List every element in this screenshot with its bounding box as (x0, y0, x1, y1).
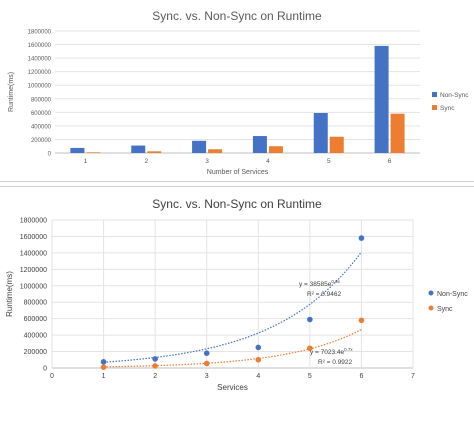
y-tick-label: 1000000 (28, 84, 52, 90)
point-sync (203, 360, 210, 367)
y-tick-label: 800000 (24, 300, 47, 307)
trendline-equation-base: y = 38585e (299, 281, 332, 288)
x-tick-label: 3 (205, 373, 209, 380)
bar-non-sync (313, 113, 328, 153)
x-tick-label: 1 (102, 373, 106, 380)
trendline-r-squared: R² = 0.9922 (318, 359, 353, 366)
y-tick-label: 1400000 (20, 250, 47, 257)
x-tick-label: 4 (256, 373, 260, 380)
y-tick-label: 1800000 (20, 218, 47, 225)
y-tick-label: 1000000 (20, 283, 47, 290)
y-tick-label: 1200000 (20, 267, 47, 274)
chart-title: Sync. vs. Non-Sync on Runtime (152, 9, 322, 23)
point-non-sync (255, 344, 262, 351)
y-tick-label: 1200000 (28, 70, 52, 76)
bar-sync (86, 152, 101, 153)
x-tick-label: 5 (308, 373, 312, 380)
x-tick-label: 2 (153, 373, 157, 380)
y-tick-label: 0 (48, 152, 52, 158)
x-tick-label: 7 (411, 373, 415, 380)
y-tick-label: 400000 (31, 124, 52, 130)
scatter-chart-panel: Sync. vs. Non-Sync on Runtime 1800000 1600… (0, 186, 474, 416)
bar-non-sync (374, 45, 389, 153)
point-non-sync (307, 316, 313, 323)
legend-label: Non-Sync (440, 92, 469, 99)
chart-title: Sync. vs. Non-Sync on Runtime (152, 197, 322, 211)
point-non-sync (152, 356, 158, 362)
bar-sync (329, 136, 344, 153)
bar-sync (268, 146, 283, 153)
point-sync (152, 363, 158, 369)
trendline-sync (103, 328, 362, 368)
bar-non-sync (192, 140, 207, 153)
point-non-sync (358, 235, 365, 241)
y-tick-label: 200000 (31, 138, 52, 144)
x-tick-label: 6 (388, 158, 392, 165)
y-tick-label: 1800000 (28, 30, 52, 36)
legend-swatch (432, 105, 437, 110)
point-non-sync (100, 359, 107, 365)
legend-label: Non-Sync (437, 291, 468, 298)
trendline-equation-exponent: 0.6x (331, 279, 340, 284)
y-tick-label: 1600000 (28, 43, 52, 49)
bar-sync (147, 151, 162, 153)
legend-label: Sync (440, 105, 455, 112)
x-tick-label: 0 (50, 373, 54, 380)
trendline-equation: y = 38585e0.6x (299, 279, 341, 288)
point-non-sync (203, 350, 210, 356)
x-tick-label: 4 (266, 158, 270, 165)
trendline-equation-base: y = 7023.4e (310, 349, 345, 356)
legend-marker (428, 305, 434, 311)
point-sync (358, 317, 365, 324)
bar-non-sync (70, 147, 85, 153)
bar-chart: Sync. vs. Non-Sync on Runtime18000001600… (8, 9, 469, 176)
bar-chart-panel: Sync. vs. Non-Sync on Runtime 1800000 1600… (0, 0, 474, 182)
y-tick-label: 0 (43, 366, 47, 373)
trendline-r-squared: R² = 0.9462 (307, 291, 342, 298)
x-tick-label: 3 (205, 158, 209, 165)
x-tick-label: 5 (327, 158, 331, 165)
point-sync (307, 345, 313, 352)
bar-non-sync (131, 145, 146, 153)
trendline-non-sync (103, 251, 362, 363)
x-tick-label: 2 (144, 158, 148, 165)
x-tick-label: 1 (84, 158, 88, 165)
point-sync (100, 364, 107, 370)
bar-non-sync (252, 136, 267, 153)
y-tick-label: 200000 (24, 349, 47, 356)
x-axis-label: Number of Services (207, 169, 269, 176)
y-axis-label: Runtime(ms) (5, 271, 14, 317)
y-tick-label: 400000 (24, 333, 47, 340)
y-tick-label: 600000 (31, 111, 52, 117)
legend-swatch (432, 92, 437, 97)
y-tick-label: 600000 (24, 316, 47, 323)
trendline-equation: y = 7023.4e0.7x (310, 347, 353, 356)
scatter-chart: Sync. vs. Non-Sync on Runtime18000001600… (5, 197, 468, 392)
bar-sync (390, 113, 405, 153)
y-axis-label: Runtime(ms) (8, 72, 15, 112)
y-tick-label: 1600000 (20, 234, 47, 241)
x-axis-label: Services (217, 383, 248, 392)
point-sync (255, 356, 262, 363)
trendline-equation-exponent: 0.7x (344, 347, 353, 352)
x-tick-label: 6 (359, 373, 363, 380)
y-tick-label: 800000 (31, 97, 52, 103)
bar-sync (208, 149, 223, 153)
y-tick-label: 1400000 (28, 57, 52, 63)
legend-marker (428, 290, 434, 296)
legend-label: Sync (437, 306, 453, 313)
